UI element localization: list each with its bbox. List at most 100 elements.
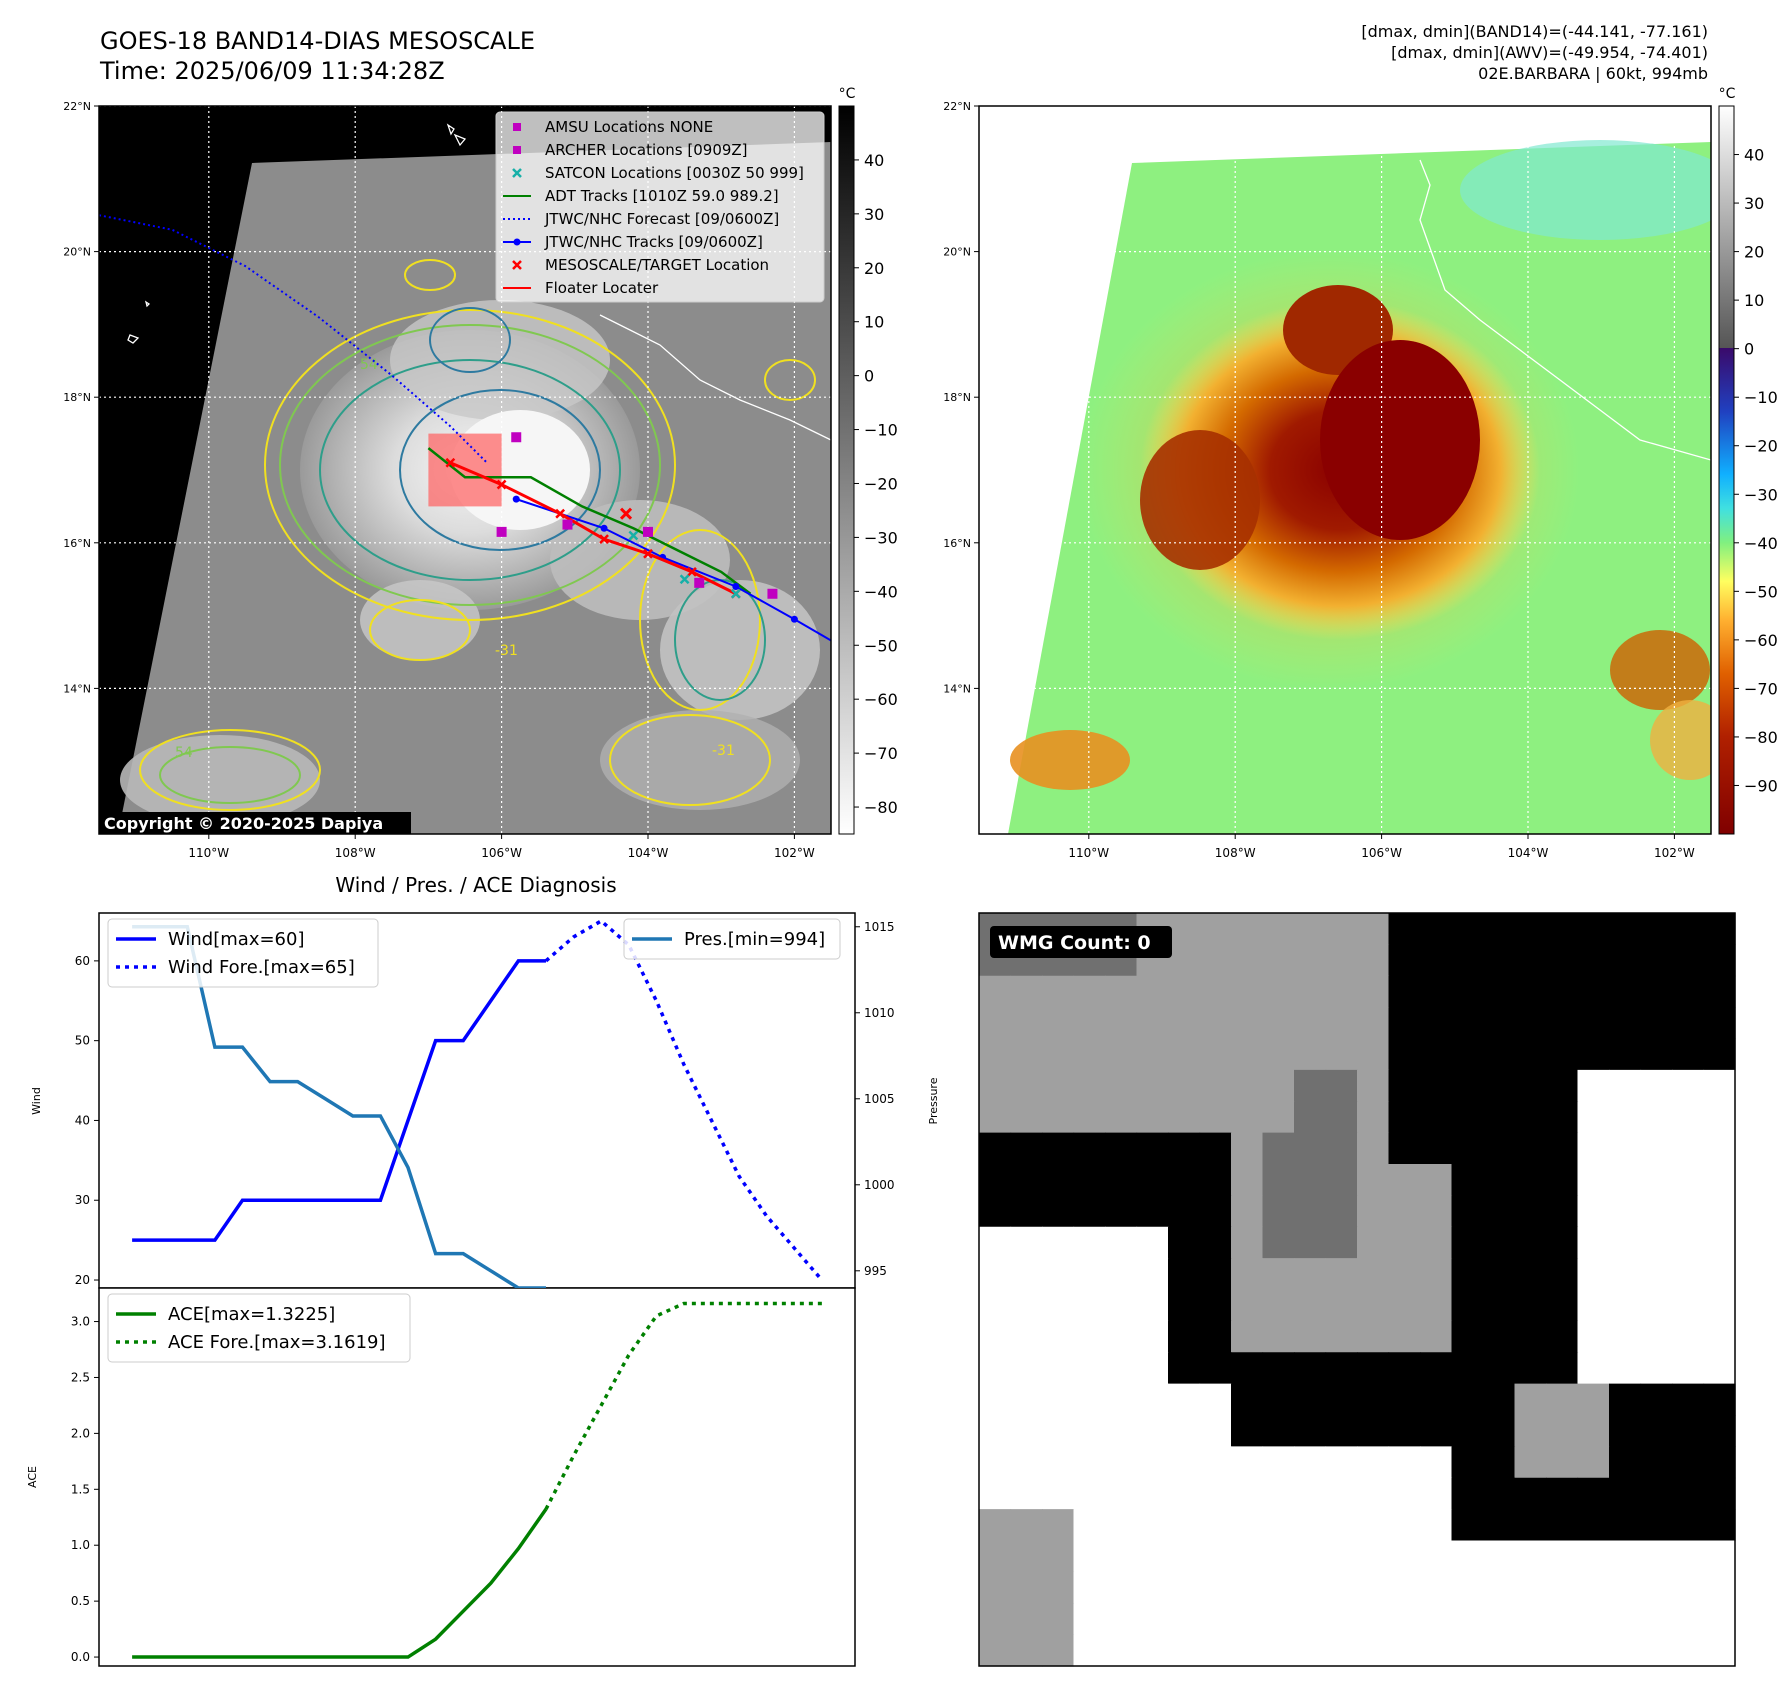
wmg-cell <box>1199 1446 1232 1479</box>
archer-location <box>511 432 522 443</box>
wmg-cell <box>1136 1571 1169 1604</box>
wmg-cell <box>1388 1226 1421 1259</box>
wmg-cell <box>1325 1195 1358 1228</box>
wmg-cell <box>1609 944 1642 977</box>
wmg-cell <box>979 1415 1012 1447</box>
wmg-cell <box>1231 1540 1264 1573</box>
wmg-cell <box>979 1540 1012 1573</box>
wmg-cell <box>1577 1195 1610 1228</box>
wmg-cell <box>1483 944 1516 977</box>
wmg-cell <box>1451 1540 1484 1573</box>
wmg-cell <box>1168 1289 1201 1322</box>
legend-label: ADT Tracks [1010Z 59.0 989.2] <box>545 187 779 205</box>
lon-tick-label: 104°W <box>628 846 669 860</box>
archer-location <box>496 526 507 537</box>
wmg-panel: WMG Count: 0 <box>978 912 1736 1667</box>
legend-marker <box>513 238 521 246</box>
wmg-cell <box>1073 1069 1106 1102</box>
wmg-cell <box>1168 1446 1201 1479</box>
wmg-cell <box>1105 1195 1138 1228</box>
wmg-cell <box>1420 1038 1453 1071</box>
wmg-cell <box>1640 1571 1673 1604</box>
wmg-cell <box>1577 1634 1610 1667</box>
satcon-location <box>628 530 639 541</box>
wmg-cell <box>1294 1226 1327 1259</box>
wmg-cell <box>1262 1352 1295 1385</box>
wmg-cell <box>1672 1540 1705 1573</box>
archer-location <box>643 526 653 537</box>
wmg-cell <box>1325 1446 1358 1479</box>
coastline <box>599 314 831 441</box>
wmg-cell <box>1672 1415 1705 1447</box>
wmg-cell <box>1199 1634 1232 1667</box>
wmg-cell <box>1262 1571 1295 1604</box>
wmg-cell <box>1577 1540 1610 1573</box>
wmg-cell <box>1199 1289 1232 1322</box>
colorbar-tick-label: −50 <box>864 636 898 655</box>
wmg-cell <box>1546 1226 1579 1259</box>
wmg-cell <box>1294 1446 1327 1479</box>
wmg-cell <box>1609 1415 1642 1447</box>
wmg-cell <box>1325 1383 1358 1416</box>
wmg-cell <box>1042 1258 1075 1291</box>
wmg-cell <box>1325 1101 1358 1134</box>
wmg-cell <box>1168 975 1201 1008</box>
wmg-cell <box>1168 1634 1201 1667</box>
wmg-cell <box>1357 1258 1390 1291</box>
wmg-cell <box>1451 1289 1484 1322</box>
wmg-cell <box>1042 1603 1075 1636</box>
wmg-cell <box>1451 1195 1484 1228</box>
wmg-cell <box>1640 1132 1673 1165</box>
legend-frame <box>623 918 841 960</box>
pressure-tick-label: 1015 <box>864 920 895 934</box>
wmg-cell <box>1231 1038 1264 1071</box>
wmg-cell <box>1420 1101 1453 1134</box>
wmg-cell <box>1357 1289 1390 1322</box>
wmg-cell <box>1231 1603 1264 1636</box>
wmg-cell <box>1546 1320 1579 1353</box>
wmg-cell <box>1325 1164 1358 1196</box>
wmg-cell <box>1483 1634 1516 1667</box>
wmg-cell <box>1073 1226 1106 1259</box>
wmg-cell <box>1199 944 1232 977</box>
wmg-cell <box>1262 1101 1295 1134</box>
satcon-location <box>679 574 690 585</box>
wmg-cell <box>1231 1007 1264 1040</box>
wmg-cell <box>979 1038 1012 1071</box>
wmg-cell <box>1231 1415 1264 1447</box>
wmg-cell <box>1609 913 1642 945</box>
wmg-cell <box>1168 1164 1201 1196</box>
wmg-cell <box>1294 1320 1327 1353</box>
pressure-tick-label: 1010 <box>864 1006 895 1020</box>
legend-marker <box>513 123 521 131</box>
wmg-cell <box>1672 1383 1705 1416</box>
wmg-cell <box>1136 1289 1169 1322</box>
wmg-cell <box>1640 1634 1673 1667</box>
colorbar-tick-label: 20 <box>864 259 884 278</box>
wmg-cell <box>1136 1132 1169 1165</box>
wmg-cell <box>1231 944 1264 977</box>
lat-tick-label: 16°N <box>63 537 91 550</box>
wmg-cell <box>1451 1101 1484 1134</box>
wmg-cell <box>1231 1509 1264 1542</box>
wmg-cell <box>1420 1320 1453 1353</box>
wmg-cell <box>1105 1509 1138 1542</box>
colorbar-tick-label: −10 <box>1744 388 1778 407</box>
wmg-cell <box>1325 1226 1358 1259</box>
wmg-cell <box>979 1258 1012 1291</box>
wmg-cell <box>1105 1164 1138 1196</box>
map-legend: AMSU Locations NONE ARCHER Locations [090… <box>495 111 825 303</box>
wmg-cell <box>1136 1603 1169 1636</box>
wmg-cell <box>1388 1038 1421 1071</box>
ace-tick-label: 2.0 <box>71 1426 90 1440</box>
wmg-cell <box>1388 1603 1421 1636</box>
legend-label: SATCON Locations [0030Z 50 999] <box>545 164 804 182</box>
wmg-cell <box>1042 1132 1075 1165</box>
figure-title: GOES-18 BAND14-DIAS MESOSCALE <box>100 27 536 55</box>
wmg-cell <box>1231 1446 1264 1479</box>
wmg-cell <box>1073 1603 1106 1636</box>
wmg-cell <box>1168 1007 1201 1040</box>
wmg-cell <box>1010 1132 1043 1165</box>
wmg-cell <box>1294 944 1327 977</box>
